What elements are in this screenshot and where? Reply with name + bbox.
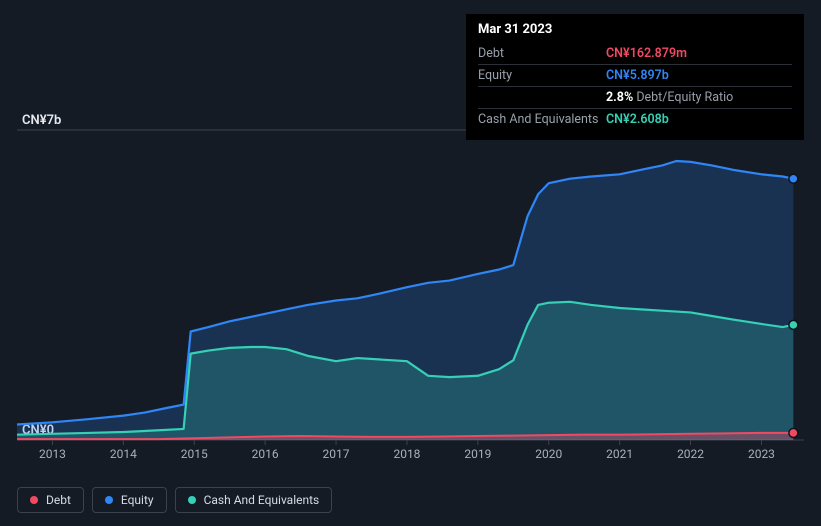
x-tick-label: 2017 bbox=[323, 447, 350, 461]
x-tick-label: 2013 bbox=[39, 447, 66, 461]
legend-item-equity[interactable]: Equity bbox=[92, 487, 167, 513]
tooltip-row-label: Cash And Equivalents bbox=[478, 109, 606, 131]
y-axis-label: CN¥7b bbox=[22, 113, 61, 128]
legend: Debt Equity Cash And Equivalents bbox=[17, 487, 332, 513]
tooltip-row-value: CN¥162.879m bbox=[606, 43, 792, 65]
chart-tooltip: Mar 31 2023 DebtCN¥162.879mEquityCN¥5.89… bbox=[466, 14, 804, 140]
series-marker-equity bbox=[789, 174, 798, 183]
legend-dot-icon bbox=[30, 496, 38, 504]
legend-dot-icon bbox=[105, 496, 113, 504]
series-marker-cash-and-equivalents bbox=[789, 320, 798, 329]
financial-history-panel: CN¥7bCN¥02013201420152016201720182019202… bbox=[0, 0, 821, 526]
x-tick-label: 2019 bbox=[464, 447, 491, 461]
x-tick-label: 2018 bbox=[393, 447, 420, 461]
legend-dot-icon bbox=[188, 496, 196, 504]
legend-item-debt[interactable]: Debt bbox=[17, 487, 84, 513]
tooltip-row: DebtCN¥162.879m bbox=[478, 43, 792, 65]
tooltip-title: Mar 31 2023 bbox=[478, 22, 792, 37]
series-marker-debt bbox=[789, 428, 798, 437]
tooltip-row: Cash And EquivalentsCN¥2.608b bbox=[478, 109, 792, 131]
x-tick-label: 2023 bbox=[748, 447, 775, 461]
legend-item-label: Debt bbox=[46, 493, 71, 507]
tooltip-table: DebtCN¥162.879mEquityCN¥5.897b2.8% Debt/… bbox=[478, 43, 792, 130]
tooltip-row: EquityCN¥5.897b bbox=[478, 65, 792, 87]
x-tick-label: 2014 bbox=[110, 447, 137, 461]
legend-item-label: Cash And Equivalents bbox=[204, 493, 320, 507]
x-tick-label: 2016 bbox=[252, 447, 279, 461]
tooltip-row: 2.8% Debt/Equity Ratio bbox=[478, 87, 792, 109]
tooltip-row-value: 2.8% Debt/Equity Ratio bbox=[606, 87, 792, 109]
legend-item-cash-and-equivalents[interactable]: Cash And Equivalents bbox=[175, 487, 333, 513]
tooltip-row-label: Debt bbox=[478, 43, 606, 65]
x-tick-label: 2022 bbox=[677, 447, 704, 461]
x-tick-label: 2020 bbox=[535, 447, 562, 461]
legend-item-label: Equity bbox=[121, 493, 154, 507]
tooltip-row-value: CN¥2.608b bbox=[606, 109, 792, 131]
tooltip-row-value-suffix: Debt/Equity Ratio bbox=[633, 90, 733, 105]
x-tick-label: 2021 bbox=[606, 447, 633, 461]
x-tick-label: 2015 bbox=[181, 447, 208, 461]
tooltip-row-value-prefix: 2.8% bbox=[606, 90, 633, 105]
tooltip-row-label bbox=[478, 87, 606, 109]
tooltip-row-label: Equity bbox=[478, 65, 606, 87]
tooltip-row-value: CN¥5.897b bbox=[606, 65, 792, 87]
